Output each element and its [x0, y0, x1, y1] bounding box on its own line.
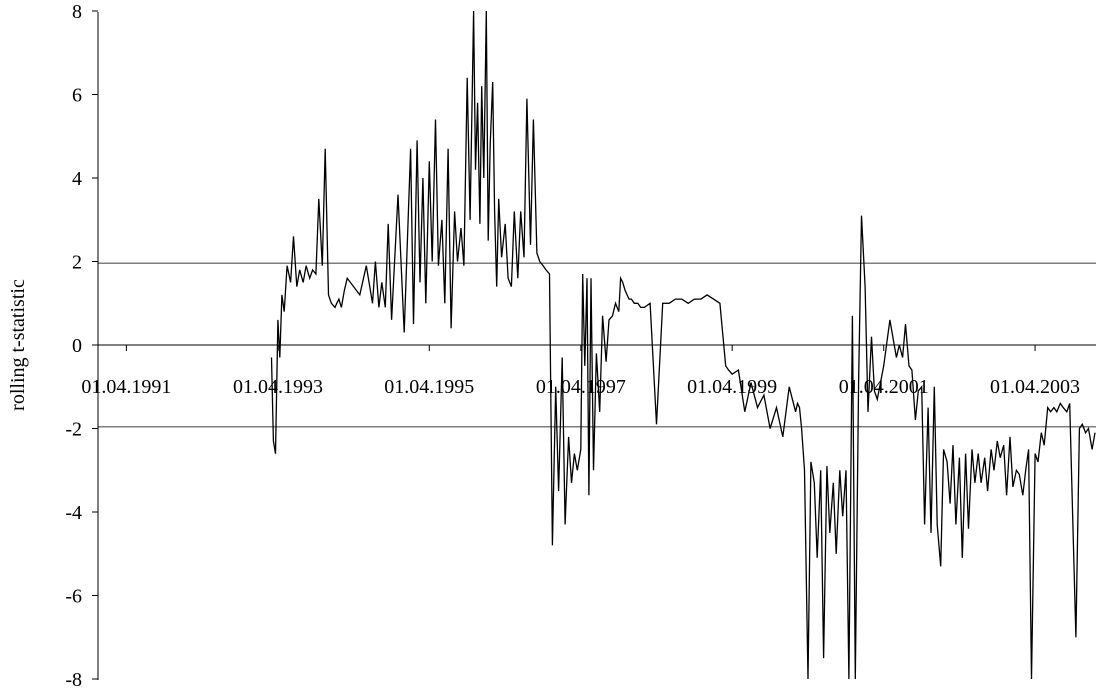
x-tick-labels: 01.04.1991 01.04.1993 01.04.1995 01.04.1997… [81, 345, 1080, 398]
y-tick-label: 0 [72, 335, 82, 357]
x-tick-label: 01.04.1999 [687, 376, 777, 398]
series-layer [270, 10, 1096, 680]
x-tick-label: 01.04.2001 [839, 376, 929, 398]
y-tick-label: 8 [72, 1, 82, 23]
y-tick-labels: 8 6 4 2 0 -2 -4 -6 -8 [65, 1, 98, 691]
y-tick-label: -2 [65, 419, 82, 441]
y-tick-label: 4 [72, 168, 82, 190]
x-tick-label: 01.04.1997 [536, 376, 626, 398]
y-tick-label: -6 [65, 586, 82, 608]
x-tick-label: 01.04.2003 [990, 376, 1080, 398]
y-axis-title: rolling t-statistic [7, 279, 29, 411]
x-tick-label: 01.04.1995 [384, 376, 474, 398]
reference-lines [98, 262, 1096, 428]
y-tick-label: 6 [72, 85, 82, 107]
series-line-1 [270, 10, 1096, 680]
y-tick-label: -4 [65, 502, 82, 524]
y-tick-label: -8 [65, 669, 82, 691]
y-tick-label: 2 [72, 252, 82, 274]
x-tick-label: 01.04.1991 [81, 376, 171, 398]
x-tick-label: 01.04.1993 [233, 376, 323, 398]
axes [97, 12, 1096, 680]
